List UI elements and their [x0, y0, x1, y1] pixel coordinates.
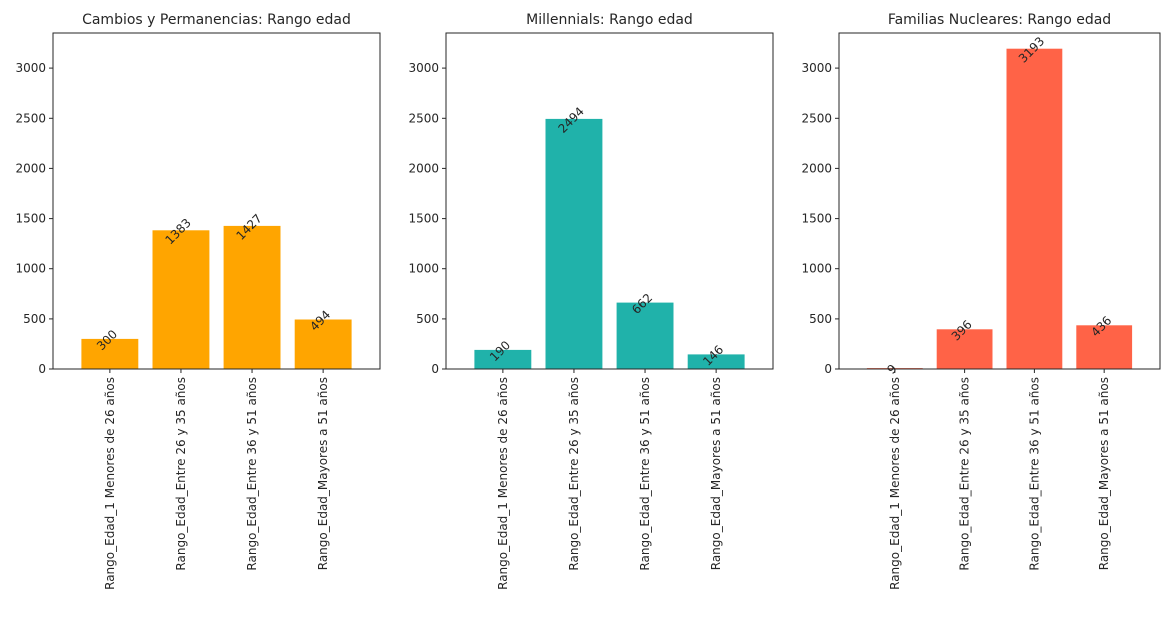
bar — [294, 319, 352, 369]
y-tick-label: 500 — [416, 312, 439, 326]
x-tick-label: Rango_Edad_Mayores a 51 años — [316, 377, 330, 570]
bar — [687, 354, 745, 369]
y-tick-label: 3000 — [408, 61, 439, 75]
x-tick-label: Rango_Edad_1 Menores de 26 años — [103, 377, 117, 590]
x-tick-label: Rango_Edad_Entre 36 y 51 años — [1027, 377, 1041, 571]
y-tick-label: 2000 — [408, 161, 439, 175]
y-tick-label: 0 — [824, 362, 832, 376]
bar — [545, 118, 603, 370]
axes-frame — [838, 32, 1161, 370]
y-tick-label: 1500 — [801, 212, 832, 226]
x-tick-label: Rango_Edad_Entre 36 y 51 años — [638, 377, 652, 571]
y-tick-label: 1000 — [15, 262, 46, 276]
y-tick-label: 2000 — [15, 161, 46, 175]
y-tick-label: 500 — [809, 312, 832, 326]
x-tick-label: Rango_Edad_Entre 26 y 35 años — [174, 377, 188, 571]
bar — [152, 230, 210, 369]
y-tick-label: 3000 — [801, 61, 832, 75]
x-tick-label: Rango_Edad_Entre 26 y 35 años — [567, 377, 581, 571]
y-tick-label: 1000 — [801, 262, 832, 276]
bar — [81, 338, 139, 369]
y-tick-label: 2500 — [408, 111, 439, 125]
y-tick-label: 500 — [23, 312, 46, 326]
chart-title: Familias Nucleares: Rango edad — [888, 12, 1111, 28]
y-tick-label: 2000 — [801, 161, 832, 175]
y-tick-label: 2500 — [801, 111, 832, 125]
axes-frame — [52, 32, 381, 370]
bar — [223, 225, 281, 369]
bar — [474, 349, 532, 369]
x-tick-label: Rango_Edad_1 Menores de 26 años — [888, 377, 902, 590]
chart-title: Millennials: Rango edad — [526, 12, 693, 28]
bar — [936, 329, 993, 369]
bar — [1006, 48, 1063, 369]
y-tick-label: 1000 — [408, 262, 439, 276]
y-tick-label: 1500 — [15, 212, 46, 226]
chart-title: Cambios y Permanencias: Rango edad — [82, 12, 351, 28]
y-tick-label: 1500 — [408, 212, 439, 226]
x-tick-label: Rango_Edad_1 Menores de 26 años — [496, 377, 510, 590]
axes-frame — [445, 32, 774, 370]
x-tick-label: Rango_Edad_Entre 36 y 51 años — [245, 377, 259, 571]
bar — [616, 302, 674, 369]
y-tick-label: 0 — [431, 362, 439, 376]
y-tick-label: 3000 — [15, 61, 46, 75]
x-tick-label: Rango_Edad_Mayores a 51 años — [709, 377, 723, 570]
subplot-familias-nucleares: Familias Nucleares: Rango edad 9Rango_Ed… — [801, 12, 1161, 590]
subplot-millennials: Millennials: Rango edad 190Rango_Edad_1 … — [408, 12, 774, 590]
x-tick-label: Rango_Edad_Mayores a 51 años — [1097, 377, 1111, 570]
x-tick-label: Rango_Edad_Entre 26 y 35 años — [958, 377, 972, 571]
bar — [1076, 325, 1133, 369]
y-tick-label: 2500 — [15, 111, 46, 125]
subplot-cambios-y-permanencias: Cambios y Permanencias: Rango edad 300Ra… — [15, 12, 381, 590]
y-tick-label: 0 — [38, 362, 46, 376]
